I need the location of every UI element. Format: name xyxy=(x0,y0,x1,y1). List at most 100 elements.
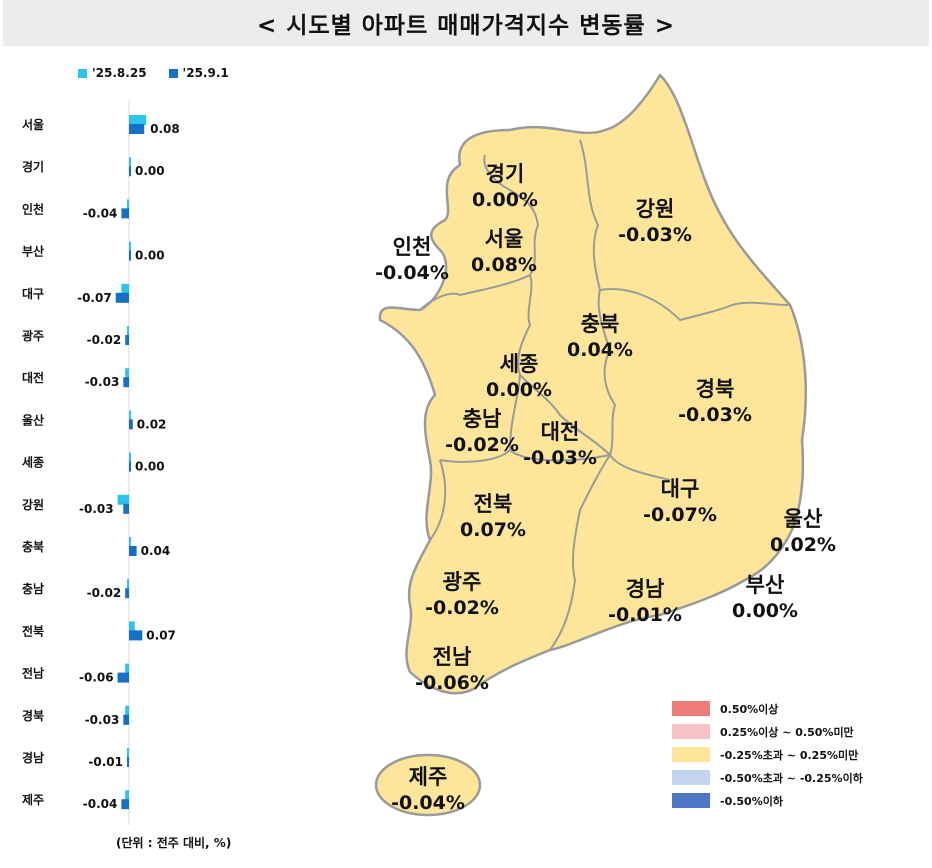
category-label: 충남 xyxy=(22,581,44,596)
category-label: 대전 xyxy=(22,370,44,385)
bar-current xyxy=(129,250,131,261)
data-label: 0.07 xyxy=(146,628,176,642)
region-value-label: -0.04% xyxy=(391,792,465,814)
color-legend-swatch xyxy=(672,770,710,785)
bar-current xyxy=(125,335,129,345)
data-label: -0.02 xyxy=(87,333,122,347)
bar-prev xyxy=(127,199,129,210)
color-legend-swatch xyxy=(672,793,710,808)
region-name-label: 경기 xyxy=(486,162,525,186)
region-name-label: 인천 xyxy=(393,235,432,259)
data-label: -0.04 xyxy=(83,797,118,811)
region-value-label: -0.01% xyxy=(608,604,682,626)
bar-prev xyxy=(121,283,129,294)
page-title: < 시도별 아파트 매매가격지수 변동률 > xyxy=(257,13,675,39)
region-value-label: -0.04% xyxy=(375,262,449,284)
color-legend-label: -0.25%초과 ~ 0.25%미만 xyxy=(720,748,859,762)
category-label: 울산 xyxy=(22,412,44,427)
bar-prev xyxy=(129,410,131,421)
color-legend-swatch xyxy=(672,747,710,762)
legend-item-prev: '25.8.25 xyxy=(78,66,147,80)
data-label: 0.04 xyxy=(141,544,171,558)
category-label: 대구 xyxy=(22,287,44,301)
region-value-label: -0.02% xyxy=(445,434,519,456)
region-name-label: 대구 xyxy=(661,477,700,501)
category-label: 부산 xyxy=(22,244,44,259)
bar-current xyxy=(123,377,129,388)
bar-current xyxy=(129,124,145,134)
region-name-label: 전북 xyxy=(474,492,513,516)
data-label: 0.08 xyxy=(150,122,180,136)
region-name-label: 울산 xyxy=(784,507,823,531)
region-value-label: -0.03% xyxy=(523,447,597,469)
jeju-island xyxy=(374,753,482,817)
region-name-label: 서울 xyxy=(485,227,524,251)
legend-item-current: '25.9.1 xyxy=(168,66,229,80)
region-border xyxy=(419,154,540,311)
region-value-label: -0.02% xyxy=(425,597,499,619)
region-value-label: 0.08% xyxy=(471,254,537,276)
color-legend-row: 0.25%이상 ~ 0.50%미만 xyxy=(672,720,863,743)
bar-prev xyxy=(129,157,131,168)
bar-chart: 서울 0.08 경기 0.00 인천 -0.04 부산 0.00 대구 -0.07 광주 -0.02 대… xyxy=(22,100,180,825)
color-legend-label: 0.25%이상 ~ 0.50%미만 xyxy=(720,725,854,739)
category-label: 서울 xyxy=(22,117,44,132)
bar-prev xyxy=(129,621,135,632)
legend-label-current: '25.9.1 xyxy=(182,66,229,80)
bar-prev xyxy=(125,368,129,379)
color-legend-label: -0.50%초과 ~ -0.25%이하 xyxy=(720,771,863,785)
category-label: 경남 xyxy=(22,750,44,765)
category-label: 광주 xyxy=(22,328,44,343)
bar-current xyxy=(121,208,129,219)
bar-current xyxy=(129,419,133,430)
category-label: 전북 xyxy=(22,623,44,638)
bar-current xyxy=(117,672,129,683)
bar-current xyxy=(129,546,137,556)
region-value-label: 0.00% xyxy=(732,600,798,622)
bar-prev xyxy=(127,579,129,590)
data-label: 0.00 xyxy=(135,460,165,474)
bar-prev xyxy=(125,790,129,801)
category-label: 충북 xyxy=(22,539,44,554)
region-value-label: 0.02% xyxy=(770,534,836,556)
bar-prev xyxy=(117,494,129,505)
region-value-label: -0.03% xyxy=(618,224,692,246)
category-label: 인천 xyxy=(22,201,44,216)
bar-current xyxy=(115,292,129,303)
bar-current xyxy=(123,714,129,725)
korea-map: 경기 0.00% 강원 -0.03% 인천 -0.04% 서울 0.08% 충북 0.04% 세종 0… xyxy=(374,73,836,817)
color-legend-label: 0.50%이상 xyxy=(720,702,779,716)
region-value-label: 0.07% xyxy=(460,519,526,541)
data-label: -0.07 xyxy=(77,291,112,305)
legend-swatch-current xyxy=(168,68,178,78)
color-legend-row: 0.50%이상 xyxy=(672,697,863,720)
region-value-label: -0.07% xyxy=(643,504,717,526)
bar-current xyxy=(129,630,143,641)
data-label: -0.01 xyxy=(88,755,123,769)
data-label: -0.03 xyxy=(79,502,114,516)
region-name-label: 광주 xyxy=(443,570,482,594)
bar-prev xyxy=(127,748,129,758)
color-legend: 0.50%이상 0.25%이상 ~ 0.50%미만 -0.25%초과 ~ 0.25%… xyxy=(672,697,863,812)
color-legend-row: -0.25%초과 ~ 0.25%미만 xyxy=(672,743,863,766)
bar-prev xyxy=(129,452,131,463)
mainland xyxy=(378,73,808,695)
region-value-label: -0.06% xyxy=(415,672,489,694)
bar-prev xyxy=(129,241,131,252)
bar-prev xyxy=(125,663,129,674)
region-border xyxy=(597,289,617,456)
region-value-label: -0.03% xyxy=(678,404,752,426)
region-name-label: 세종 xyxy=(500,352,539,376)
bar-current xyxy=(129,461,131,472)
category-label: 경북 xyxy=(22,709,44,723)
region-name-label: 강원 xyxy=(636,197,675,221)
category-label: 경기 xyxy=(22,159,44,174)
category-label: 세종 xyxy=(22,455,44,470)
bar-current xyxy=(127,757,129,767)
title-bar: < 시도별 아파트 매매가격지수 변동률 > xyxy=(3,0,929,46)
unit-note: (단위 : 전주 대비, %) xyxy=(116,836,232,850)
color-legend-row: -0.50%이하 xyxy=(672,789,863,812)
region-value-label: 0.00% xyxy=(472,189,538,211)
color-legend-swatch xyxy=(672,701,710,716)
data-label: -0.03 xyxy=(85,375,120,389)
